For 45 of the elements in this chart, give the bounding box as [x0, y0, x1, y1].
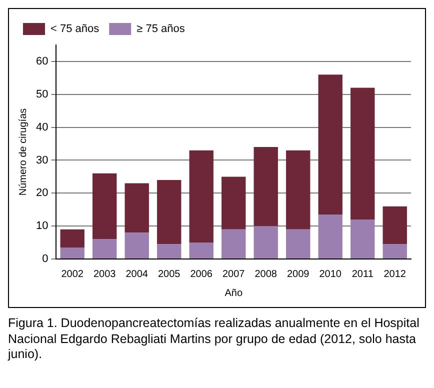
bar — [254, 147, 278, 226]
x-tick-label: 2010 — [319, 268, 342, 280]
bar — [60, 229, 84, 248]
bar — [382, 244, 407, 258]
text: Figura 1. Duodenopancreatectomías realizadas anualmente en el Hospital Nacional Edgardo Rebagliati Martins por grupo de edad (2012, solo hasta junio). — [8, 316, 420, 363]
bar — [382, 206, 407, 244]
y-tick-label: 20 — [36, 187, 48, 200]
y-tick-label: 30 — [36, 154, 48, 166]
y-tick-label: 10 — [36, 220, 48, 232]
bar — [124, 232, 149, 258]
bar — [222, 229, 246, 258]
bar — [350, 219, 375, 258]
x-tick-label: 2007 — [222, 268, 246, 280]
x-tick-label: 2002 — [61, 268, 84, 280]
bar — [189, 242, 214, 258]
x-tick-label: 2008 — [254, 268, 278, 280]
x-tick-label: 2011 — [352, 268, 374, 280]
y-tick-label: 0 — [42, 253, 48, 266]
bar — [286, 229, 310, 258]
bar — [157, 244, 182, 258]
bar — [222, 176, 246, 230]
bar — [189, 150, 214, 243]
bar — [286, 150, 310, 230]
bar — [350, 88, 375, 220]
x-tick-label: 2009 — [286, 268, 310, 280]
legend-label: < 75 años — [50, 23, 100, 36]
bar — [318, 214, 342, 258]
y-axis-title: Número de cirugías — [18, 108, 29, 196]
y-tick-label: 60 — [36, 55, 48, 68]
x-tick-label: 2003 — [93, 268, 116, 280]
x-tick-label: 2012 — [384, 268, 406, 280]
legend-label: ≥ 75 años — [136, 23, 186, 36]
x-tick-label: 2005 — [158, 268, 181, 280]
x-tick-label: 2006 — [190, 268, 213, 280]
y-tick-label: 40 — [36, 121, 48, 134]
x-tick-label: 2004 — [126, 268, 148, 280]
bar — [92, 173, 117, 240]
bar — [92, 239, 117, 258]
bar — [254, 226, 278, 258]
bar — [157, 180, 182, 244]
bar — [318, 74, 342, 215]
bar — [124, 183, 149, 233]
y-tick-label: 50 — [36, 88, 48, 100]
x-axis-title: Año — [224, 288, 243, 299]
bar — [60, 247, 84, 258]
